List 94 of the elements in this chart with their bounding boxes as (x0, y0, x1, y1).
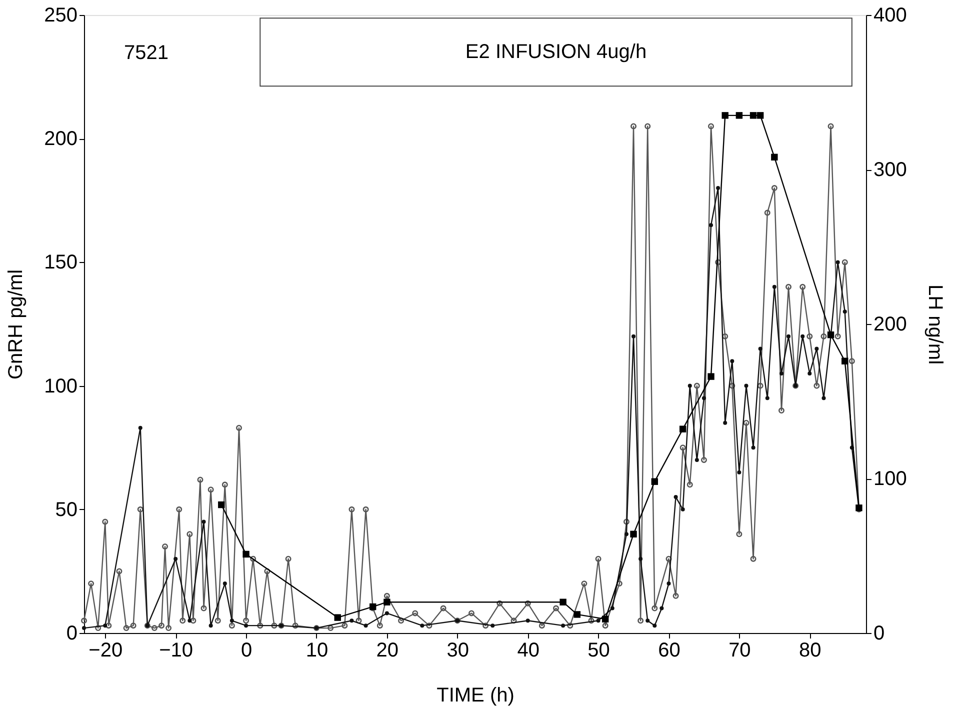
point (674, 495, 678, 500)
x-axis-title: TIME (h) (436, 684, 514, 706)
point (651, 478, 658, 485)
point (758, 346, 762, 351)
point (680, 507, 685, 512)
point (771, 154, 778, 160)
point (666, 582, 671, 586)
point (814, 346, 819, 351)
point (744, 384, 748, 388)
point (596, 618, 600, 623)
point (244, 624, 248, 628)
point (188, 618, 192, 623)
band-label: E2 INFUSION 4ug/h (465, 41, 647, 64)
point (737, 470, 742, 474)
point (632, 334, 636, 338)
point (765, 396, 770, 400)
point (574, 611, 581, 618)
y-tick-label: 200 (44, 128, 78, 150)
point (709, 223, 714, 228)
point (384, 598, 390, 606)
point (82, 626, 86, 630)
y2-tick-label: 0 (874, 622, 885, 644)
y2-tick-label: 100 (874, 468, 907, 490)
point (208, 624, 213, 628)
point (384, 611, 389, 616)
point (560, 598, 566, 606)
y2-tick-label: 400 (874, 4, 907, 26)
point (490, 624, 495, 628)
point (822, 396, 826, 400)
point (334, 614, 341, 621)
x-tick-label: 20 (376, 640, 399, 662)
y-tick-label: 250 (44, 4, 78, 26)
point (836, 260, 840, 264)
x-tick-label: 60 (658, 640, 680, 662)
y2-tick-label: 200 (874, 314, 907, 336)
point (242, 550, 250, 558)
point (694, 458, 699, 462)
point (772, 284, 776, 289)
x-tick-label: 50 (588, 640, 610, 662)
point (561, 624, 566, 628)
point (827, 331, 834, 338)
x-tick-label: −10 (159, 640, 194, 662)
point (660, 606, 664, 610)
point (779, 371, 784, 376)
point (723, 420, 728, 425)
point (736, 112, 743, 119)
point (751, 446, 756, 450)
point (688, 384, 692, 388)
point (230, 618, 234, 623)
point (420, 624, 424, 628)
point (222, 582, 227, 586)
point (174, 556, 178, 561)
point (842, 358, 848, 364)
point (750, 112, 757, 119)
point (138, 426, 142, 430)
y2-axis-title: LH ng/ml (924, 284, 946, 365)
point (708, 373, 714, 380)
point (364, 624, 368, 628)
point (722, 112, 728, 119)
point (610, 606, 614, 610)
y-tick-label: 150 (44, 252, 78, 274)
x-tick-label: 80 (799, 640, 822, 662)
point (646, 618, 650, 623)
point (526, 618, 530, 623)
point (730, 359, 734, 364)
x-tick-label: 30 (446, 640, 470, 662)
point (350, 618, 354, 623)
x-tick-label: −20 (88, 640, 123, 662)
point (716, 186, 720, 190)
point (630, 530, 637, 538)
point (842, 310, 847, 314)
y-tick-label: 100 (44, 375, 78, 398)
x-tick-label: 40 (517, 640, 540, 662)
point (679, 426, 686, 432)
point (624, 532, 628, 536)
point (638, 556, 643, 561)
x-tick-label: 10 (306, 640, 328, 662)
x-tick-label: 0 (240, 640, 252, 662)
point (202, 520, 206, 524)
y2-tick-label: 300 (874, 159, 907, 181)
point (800, 334, 805, 338)
y-axis-title: GnRH pg/ml (5, 269, 28, 380)
point (808, 371, 812, 376)
point (652, 624, 657, 628)
point (218, 501, 225, 508)
point (602, 616, 609, 622)
point (756, 112, 764, 119)
x-tick-label: 70 (728, 640, 751, 662)
point (103, 624, 108, 628)
point (702, 396, 706, 400)
y-tick-label: 0 (66, 622, 78, 644)
y-tick-label: 50 (55, 498, 78, 521)
annotation: 7521 (124, 42, 168, 64)
point (786, 334, 791, 338)
